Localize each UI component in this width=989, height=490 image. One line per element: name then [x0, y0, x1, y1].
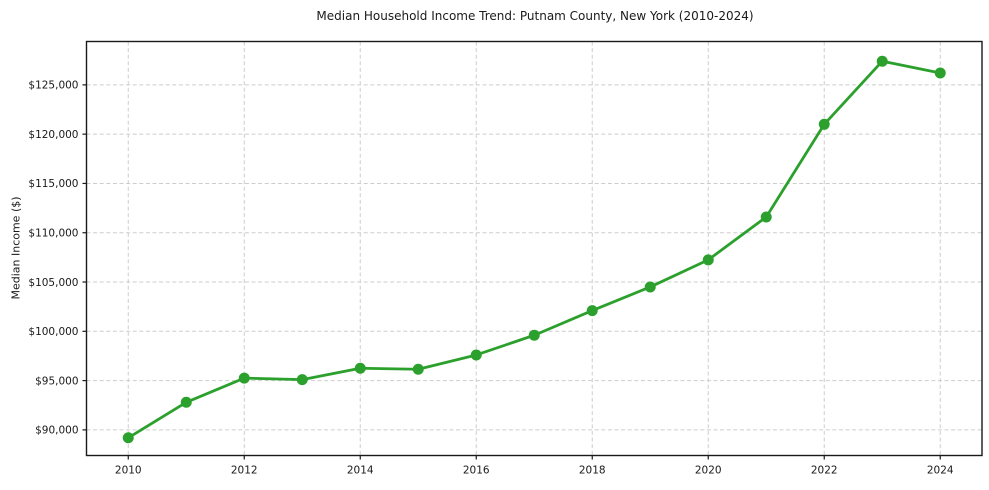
plot-border: [85, 40, 983, 457]
y-tick-label: $95,000: [35, 375, 78, 387]
x-tick-label: 2022: [811, 465, 838, 477]
data-point: [760, 211, 772, 223]
x-tick-label: 2010: [115, 465, 142, 477]
data-point: [586, 305, 598, 317]
x-tick-label: 2016: [463, 465, 490, 477]
data-point: [238, 372, 250, 384]
data-point: [296, 374, 308, 386]
data-point: [354, 362, 366, 374]
x-tick-label: 2024: [927, 465, 954, 477]
data-point: [876, 55, 888, 67]
y-tick-label: $105,000: [28, 277, 78, 289]
y-tick-label: $115,000: [28, 178, 78, 190]
data-point: [934, 67, 946, 79]
y-tick-label: $90,000: [35, 425, 78, 437]
data-point: [702, 254, 714, 266]
y-tick-label: $100,000: [28, 326, 78, 338]
x-tick-label: 2020: [695, 465, 722, 477]
data-line: [126, 59, 942, 440]
data-point: [122, 432, 134, 444]
y-tick-label: $110,000: [28, 228, 78, 240]
x-tick-label: 2018: [579, 465, 606, 477]
y-tick-label: $125,000: [28, 80, 78, 92]
data-point: [412, 363, 424, 375]
data-point: [180, 396, 192, 408]
data-point: [470, 349, 482, 361]
x-tick-label: 2012: [231, 465, 258, 477]
data-point: [818, 118, 830, 130]
data-point: [528, 329, 540, 341]
y-tick-label: $120,000: [28, 129, 78, 141]
x-tick-label: 2014: [347, 465, 374, 477]
chart-title: Median Household Income Trend: Putnam Co…: [316, 9, 754, 23]
data-point: [644, 281, 656, 293]
